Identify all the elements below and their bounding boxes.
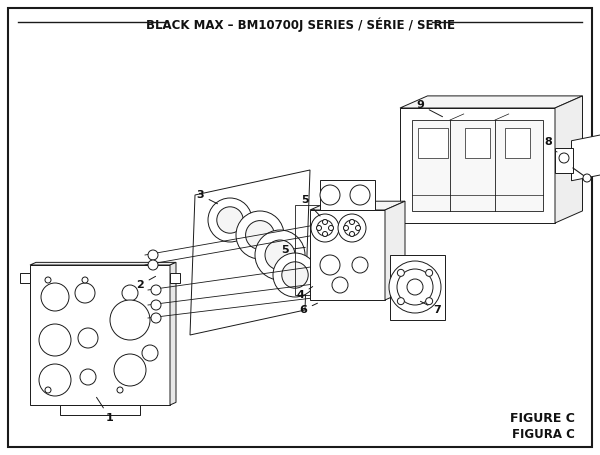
Polygon shape	[400, 96, 583, 108]
Circle shape	[142, 345, 158, 361]
Text: 7: 7	[421, 301, 441, 315]
Circle shape	[75, 283, 95, 303]
Circle shape	[397, 269, 433, 305]
Circle shape	[117, 387, 123, 393]
Circle shape	[148, 250, 158, 260]
Circle shape	[323, 232, 328, 237]
Circle shape	[208, 198, 252, 242]
Text: BLACK MAX – BM10700J SERIES / SÉRIE / SERIE: BLACK MAX – BM10700J SERIES / SÉRIE / SE…	[146, 17, 455, 31]
Circle shape	[45, 387, 51, 393]
Circle shape	[39, 364, 71, 396]
Circle shape	[45, 277, 51, 283]
Circle shape	[332, 277, 348, 293]
Polygon shape	[310, 210, 385, 300]
Circle shape	[110, 300, 150, 340]
Circle shape	[397, 269, 404, 276]
Circle shape	[245, 221, 274, 249]
Circle shape	[338, 214, 366, 242]
Polygon shape	[555, 148, 573, 173]
Polygon shape	[30, 263, 176, 265]
Text: 4: 4	[296, 287, 313, 300]
FancyBboxPatch shape	[8, 8, 592, 447]
Text: 5: 5	[301, 195, 320, 216]
Polygon shape	[505, 128, 530, 158]
Circle shape	[343, 226, 349, 231]
Circle shape	[217, 207, 243, 233]
Circle shape	[282, 262, 308, 288]
Polygon shape	[190, 170, 310, 335]
Circle shape	[273, 253, 317, 297]
Circle shape	[349, 232, 355, 237]
Polygon shape	[20, 273, 30, 283]
Circle shape	[425, 298, 433, 305]
Text: 6: 6	[299, 303, 317, 315]
Text: 2: 2	[136, 276, 155, 290]
Circle shape	[344, 220, 360, 236]
Circle shape	[151, 300, 161, 310]
Polygon shape	[385, 201, 405, 300]
Polygon shape	[310, 201, 405, 210]
Text: 5: 5	[281, 245, 305, 255]
Circle shape	[317, 226, 322, 231]
Text: 3: 3	[196, 190, 218, 204]
Circle shape	[407, 279, 423, 295]
Circle shape	[355, 226, 361, 231]
Circle shape	[122, 285, 138, 301]
Circle shape	[311, 214, 339, 242]
Polygon shape	[390, 255, 445, 320]
Circle shape	[349, 219, 355, 224]
Circle shape	[320, 255, 340, 275]
Text: 9: 9	[416, 100, 443, 117]
Circle shape	[80, 369, 96, 385]
Circle shape	[583, 174, 591, 182]
Polygon shape	[170, 273, 180, 283]
Circle shape	[320, 185, 340, 205]
Circle shape	[329, 226, 334, 231]
Text: 1: 1	[97, 397, 114, 423]
Polygon shape	[30, 265, 170, 405]
Circle shape	[148, 260, 158, 270]
Circle shape	[41, 283, 69, 311]
Polygon shape	[400, 108, 555, 223]
Circle shape	[397, 298, 404, 305]
Circle shape	[559, 153, 569, 163]
Polygon shape	[465, 128, 490, 158]
Circle shape	[151, 285, 161, 295]
Circle shape	[425, 269, 433, 276]
Polygon shape	[571, 135, 600, 181]
Circle shape	[265, 240, 295, 270]
Polygon shape	[412, 120, 543, 211]
Circle shape	[323, 219, 328, 224]
Polygon shape	[320, 180, 375, 210]
Circle shape	[82, 277, 88, 283]
Polygon shape	[418, 128, 448, 158]
Circle shape	[39, 324, 71, 356]
Polygon shape	[555, 96, 583, 223]
Text: FIGURA C: FIGURA C	[512, 428, 575, 441]
Polygon shape	[60, 405, 140, 415]
Text: 8: 8	[544, 137, 557, 152]
Circle shape	[350, 185, 370, 205]
Text: FIGURE C: FIGURE C	[510, 412, 575, 425]
Circle shape	[78, 328, 98, 348]
Circle shape	[236, 211, 284, 259]
Circle shape	[151, 313, 161, 323]
Polygon shape	[170, 263, 176, 405]
Circle shape	[255, 230, 305, 280]
Circle shape	[352, 257, 368, 273]
Circle shape	[317, 220, 333, 236]
Circle shape	[114, 354, 146, 386]
Circle shape	[389, 261, 441, 313]
